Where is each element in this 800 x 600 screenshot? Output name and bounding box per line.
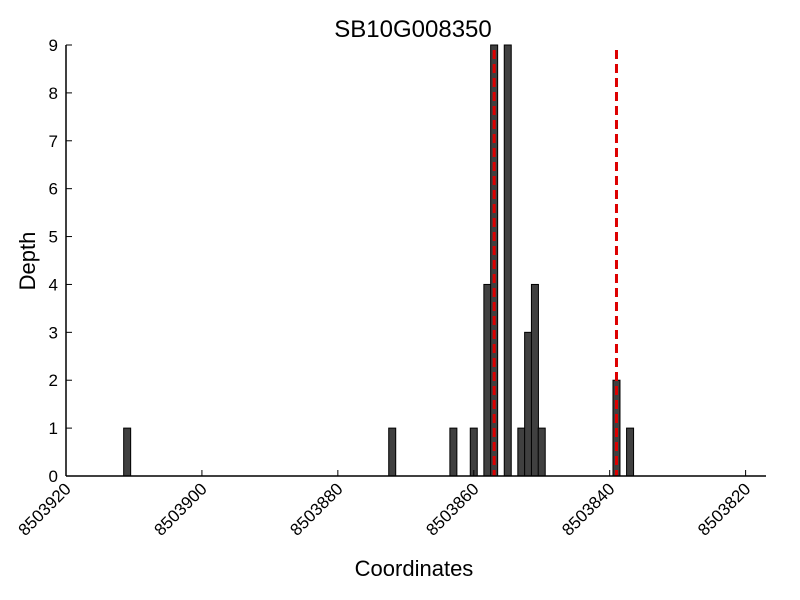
y-tick-label: 2	[49, 371, 58, 390]
x-tick-label: 8503860	[422, 479, 482, 539]
chart-title: SB10G008350	[334, 16, 491, 43]
y-tick-label: 0	[49, 467, 58, 486]
y-tick-label: 1	[49, 419, 58, 438]
bar	[517, 427, 526, 477]
x-tick-label: 8503920	[15, 479, 75, 539]
y-tick-label: 7	[49, 132, 58, 151]
bars-layer	[123, 44, 635, 477]
bar	[503, 44, 512, 477]
bar	[530, 283, 539, 477]
y-tick-label: 4	[49, 275, 58, 294]
bar	[123, 427, 132, 477]
y-tick-label: 6	[49, 180, 58, 199]
y-tick-label: 5	[49, 228, 58, 247]
y-tick-label: 8	[49, 84, 58, 103]
bar	[388, 427, 397, 477]
bar	[537, 427, 546, 477]
y-axis-label: Depth	[15, 232, 40, 291]
reference-lines-layer	[492, 50, 618, 476]
x-axis-label: Coordinates	[355, 556, 474, 581]
x-tick-label: 8503820	[694, 479, 754, 539]
x-tick-label: 8503840	[558, 479, 618, 539]
x-tick-label: 8503880	[286, 479, 346, 539]
x-tick-label: 8503900	[151, 479, 211, 539]
bar	[469, 427, 478, 477]
bar	[626, 427, 635, 477]
y-tick-label: 3	[49, 323, 58, 342]
bar	[524, 331, 533, 477]
bar	[449, 427, 458, 477]
y-tick-label: 9	[49, 36, 58, 55]
bar	[483, 283, 492, 477]
